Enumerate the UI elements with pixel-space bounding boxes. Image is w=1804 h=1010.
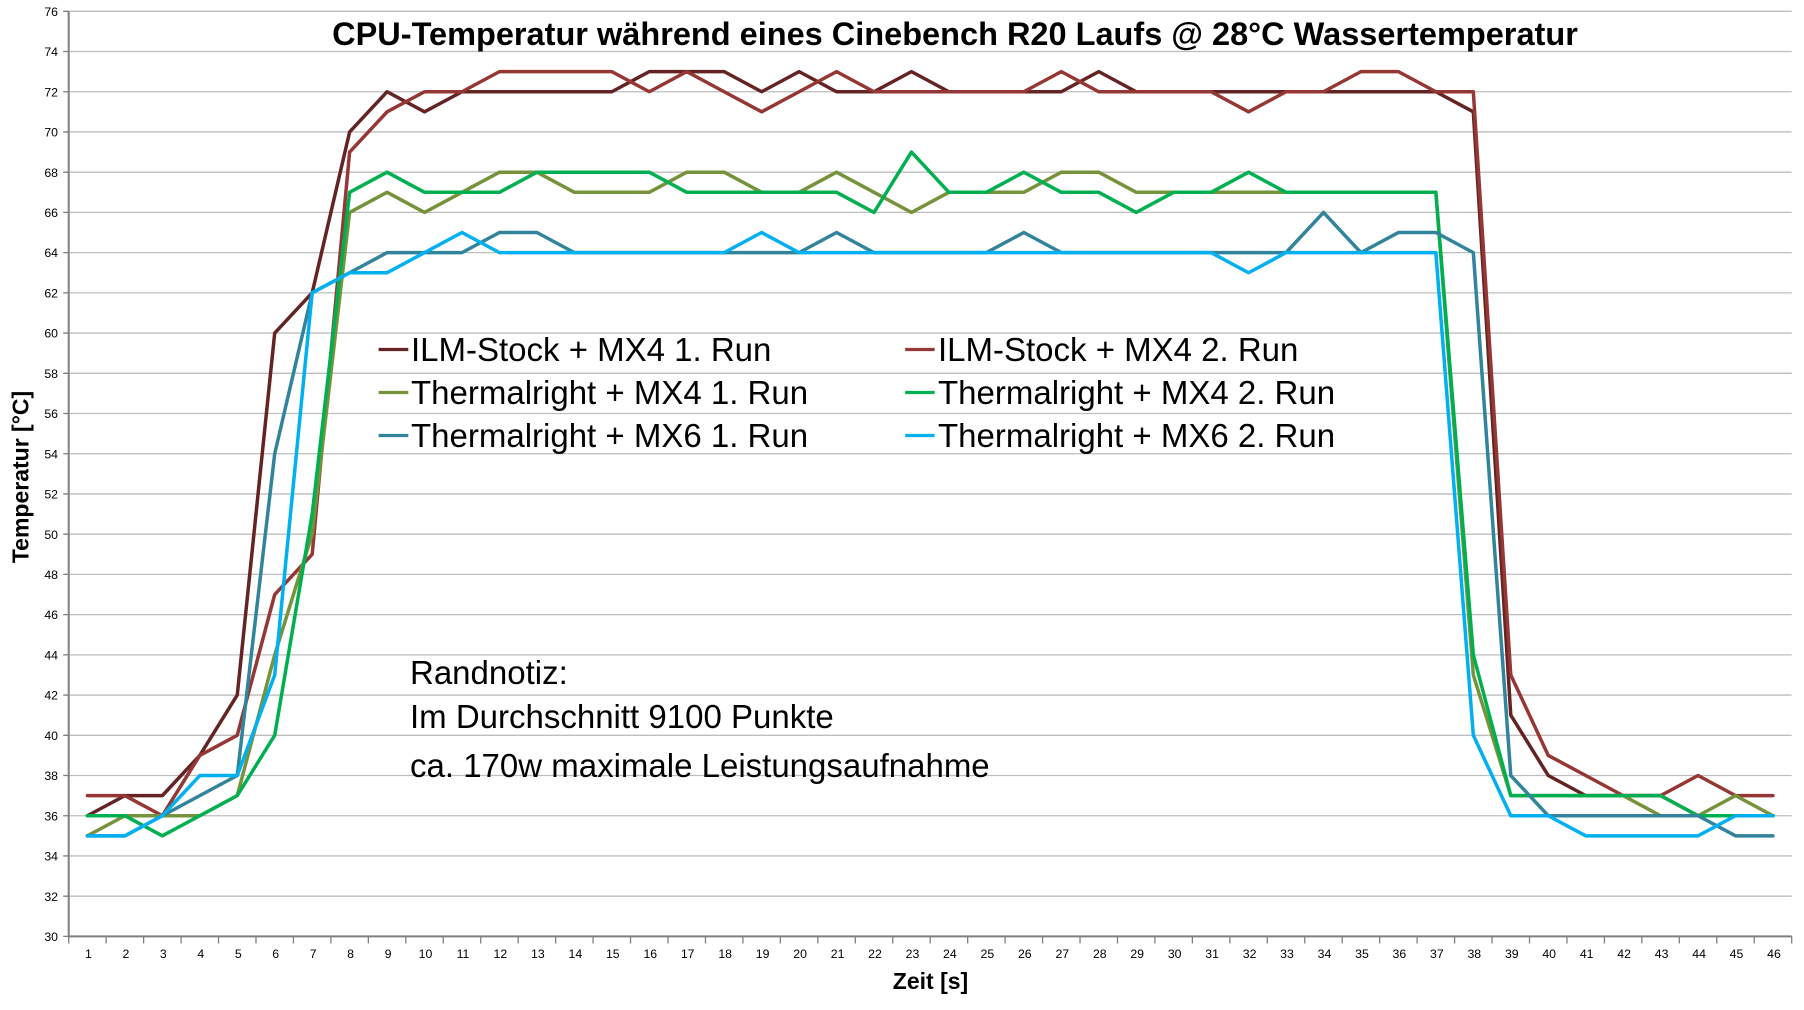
svg-text:ca. 170w maximale Leistungsauf: ca. 170w maximale Leistungsaufnahme: [410, 747, 990, 784]
svg-text:19: 19: [756, 947, 770, 961]
svg-text:54: 54: [44, 447, 58, 461]
svg-text:15: 15: [606, 947, 620, 961]
svg-text:8: 8: [347, 947, 354, 961]
svg-text:12: 12: [494, 947, 508, 961]
svg-text:70: 70: [44, 126, 58, 140]
svg-text:Zeit [s]: Zeit [s]: [893, 968, 968, 994]
svg-text:28: 28: [1093, 947, 1107, 961]
svg-text:39: 39: [1505, 947, 1519, 961]
svg-text:40: 40: [1542, 947, 1556, 961]
svg-text:4: 4: [197, 947, 204, 961]
svg-text:Thermalright + MX4 2. Run: Thermalright + MX4 2. Run: [938, 374, 1335, 411]
svg-text:72: 72: [44, 85, 58, 99]
svg-text:44: 44: [44, 648, 58, 662]
svg-text:46: 46: [1767, 947, 1781, 961]
svg-text:Im Durchschnitt 9100 Punkte: Im Durchschnitt 9100 Punkte: [410, 698, 834, 735]
svg-text:1: 1: [85, 947, 92, 961]
svg-text:20: 20: [793, 947, 807, 961]
svg-text:7: 7: [310, 947, 317, 961]
svg-text:34: 34: [44, 850, 58, 864]
svg-text:58: 58: [44, 367, 58, 381]
svg-text:Thermalright + MX4 1. Run: Thermalright + MX4 1. Run: [411, 374, 808, 411]
svg-text:25: 25: [981, 947, 995, 961]
svg-text:38: 38: [44, 769, 58, 783]
svg-text:3: 3: [160, 947, 167, 961]
svg-text:2: 2: [122, 947, 129, 961]
svg-text:30: 30: [44, 930, 58, 944]
svg-text:ILM-Stock + MX4 2. Run: ILM-Stock + MX4 2. Run: [938, 331, 1298, 368]
svg-text:22: 22: [868, 947, 882, 961]
svg-text:46: 46: [44, 608, 58, 622]
svg-text:21: 21: [831, 947, 845, 961]
svg-text:11: 11: [457, 947, 470, 961]
svg-text:33: 33: [1280, 947, 1294, 961]
svg-text:62: 62: [44, 287, 58, 301]
svg-text:31: 31: [1205, 947, 1219, 961]
svg-text:60: 60: [44, 327, 58, 341]
svg-text:37: 37: [1430, 947, 1444, 961]
svg-text:36: 36: [1393, 947, 1407, 961]
svg-text:ILM-Stock + MX4 1. Run: ILM-Stock + MX4 1. Run: [411, 331, 771, 368]
svg-text:32: 32: [1243, 947, 1257, 961]
svg-text:9: 9: [385, 947, 392, 961]
svg-text:14: 14: [569, 947, 583, 961]
svg-text:48: 48: [44, 568, 58, 582]
svg-text:41: 41: [1580, 947, 1594, 961]
svg-text:68: 68: [44, 166, 58, 180]
svg-text:Thermalright + MX6 1. Run: Thermalright + MX6 1. Run: [411, 417, 808, 454]
svg-text:38: 38: [1467, 947, 1481, 961]
svg-text:42: 42: [44, 689, 58, 703]
svg-text:43: 43: [1655, 947, 1669, 961]
svg-text:Randnotiz:: Randnotiz:: [410, 654, 568, 691]
svg-text:26: 26: [1018, 947, 1032, 961]
svg-text:66: 66: [44, 206, 58, 220]
svg-text:34: 34: [1318, 947, 1332, 961]
svg-text:56: 56: [44, 407, 58, 421]
svg-text:64: 64: [44, 246, 58, 260]
svg-text:18: 18: [718, 947, 732, 961]
svg-text:6: 6: [272, 947, 279, 961]
svg-text:35: 35: [1355, 947, 1369, 961]
svg-text:36: 36: [44, 809, 58, 823]
svg-text:30: 30: [1168, 947, 1182, 961]
svg-text:27: 27: [1055, 947, 1069, 961]
svg-text:16: 16: [643, 947, 657, 961]
svg-text:13: 13: [531, 947, 545, 961]
svg-text:CPU-Temperatur während eines C: CPU-Temperatur während eines Cinebench R…: [332, 16, 1578, 52]
svg-text:44: 44: [1692, 947, 1706, 961]
svg-text:Thermalright + MX6 2. Run: Thermalright + MX6 2. Run: [938, 417, 1335, 454]
svg-text:17: 17: [681, 947, 695, 961]
svg-text:24: 24: [943, 947, 957, 961]
svg-text:Temperatur [°C]: Temperatur [°C]: [8, 391, 34, 563]
svg-text:50: 50: [44, 528, 58, 542]
svg-text:74: 74: [44, 45, 58, 59]
svg-text:5: 5: [235, 947, 242, 961]
svg-text:45: 45: [1730, 947, 1744, 961]
svg-text:42: 42: [1617, 947, 1631, 961]
svg-text:76: 76: [44, 5, 58, 19]
svg-text:40: 40: [44, 729, 58, 743]
svg-text:23: 23: [906, 947, 920, 961]
svg-text:10: 10: [419, 947, 433, 961]
svg-text:29: 29: [1130, 947, 1144, 961]
svg-text:32: 32: [44, 890, 58, 904]
svg-text:52: 52: [44, 488, 58, 502]
